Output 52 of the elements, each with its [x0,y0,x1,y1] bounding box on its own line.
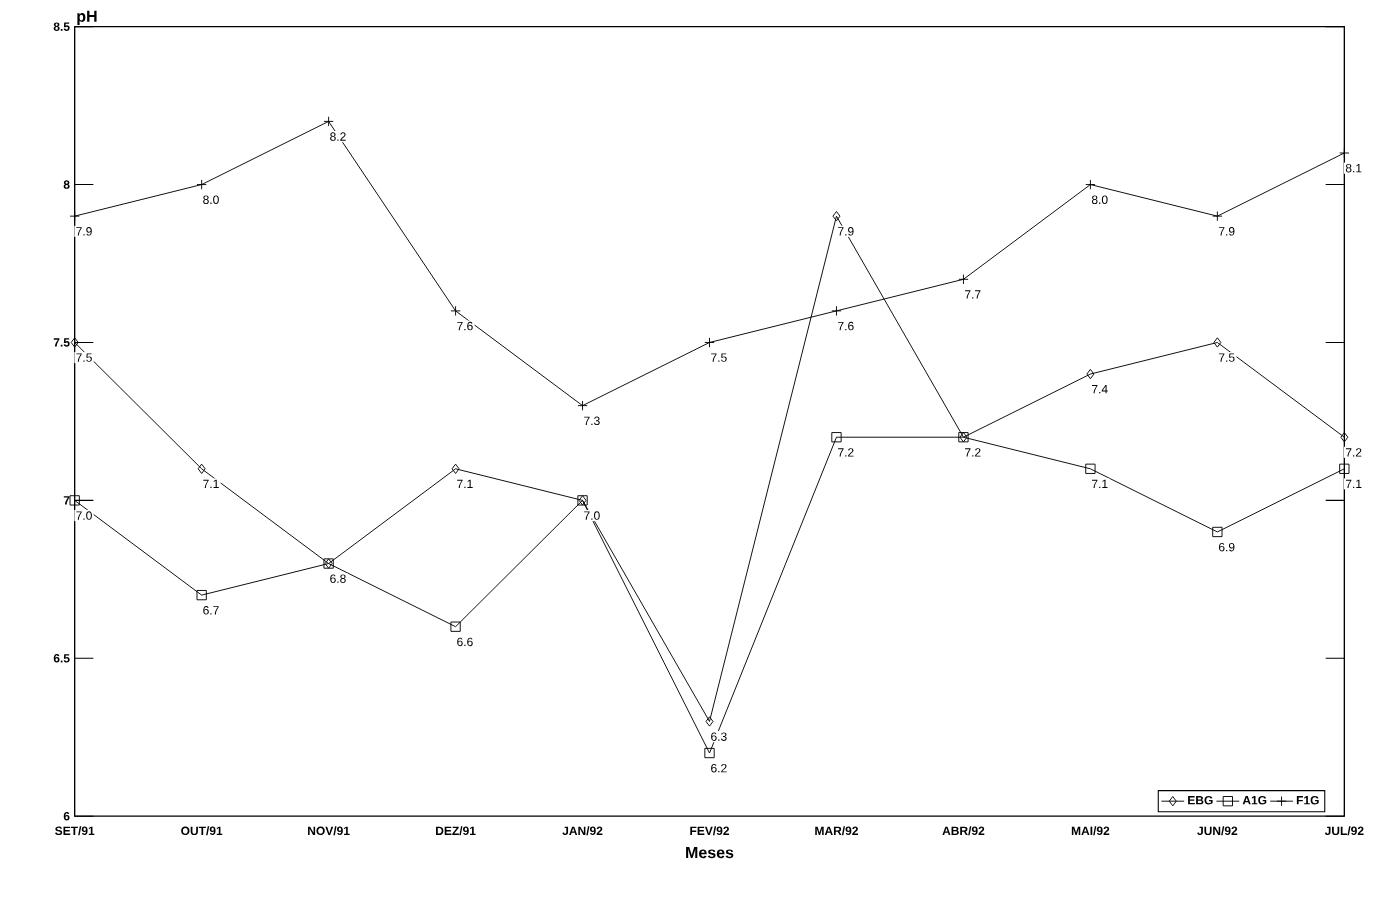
x-axis-title: Meses [686,847,734,859]
x-tick-label: SET/91 [55,826,95,836]
y-axis-title: pH [77,10,97,26]
x-tick-label: MAR/92 [815,826,858,836]
legend-label: A1G [1242,796,1267,805]
data-label: 6.3 [711,732,727,741]
y-tick-label: 8.5 [53,22,70,31]
y-tick-label: 6 [63,812,70,821]
data-label: 6.9 [1218,542,1235,552]
data-label: 7.1 [457,479,473,489]
data-label: 7.5 [1218,353,1235,362]
x-tick-label: OUT/91 [181,826,223,836]
legend-label: EBG [1188,796,1213,805]
y-tick-label: 7 [63,496,70,505]
data-label: 7.2 [838,448,854,457]
data-label: 6.7 [203,606,219,615]
x-tick-label: FEV/92 [690,826,730,836]
data-label: 8.0 [203,195,219,205]
x-tick-label: JUN/92 [1197,826,1238,836]
data-label: 8.2 [330,132,346,141]
data-label: 6.8 [330,574,346,584]
x-tick-label: NOV/91 [308,826,350,836]
data-label: 8.1 [1345,163,1362,173]
data-label: 7.9 [1218,227,1235,236]
data-label: 7.0 [76,511,92,520]
data-label: 7.5 [711,353,727,362]
legend-label: F1G [1296,796,1319,805]
x-tick-label: JUL/92 [1324,826,1364,836]
x-tick-label: MAI/92 [1071,826,1110,836]
data-label: 7.9 [838,227,854,236]
data-label: 7.3 [584,416,600,426]
data-label: 7.4 [1092,385,1108,394]
data-label: 8.0 [1091,195,1108,205]
data-label: 7.5 [76,353,92,362]
data-label: 7.2 [965,448,981,457]
data-label: 7.6 [838,321,854,331]
data-label: 7.2 [1345,448,1362,457]
data-label: 7.7 [965,290,981,299]
x-tick-label: ABR/92 [942,826,985,836]
data-label: 7.1 [1092,479,1108,489]
data-label: 7.1 [1345,479,1362,489]
data-label: 7.0 [584,511,600,520]
data-label: 7.6 [457,321,473,331]
x-tick-label: JAN/92 [562,826,603,836]
x-tick-label: DEZ/91 [436,826,476,836]
data-label: 6.2 [711,764,727,773]
data-label: 7.1 [203,479,219,489]
data-label: 6.6 [457,637,473,647]
y-tick-label: 6.5 [53,654,70,663]
data-label: 7.9 [76,227,92,236]
y-tick-label: 7.5 [53,338,70,347]
y-tick-label: 8 [63,180,70,189]
